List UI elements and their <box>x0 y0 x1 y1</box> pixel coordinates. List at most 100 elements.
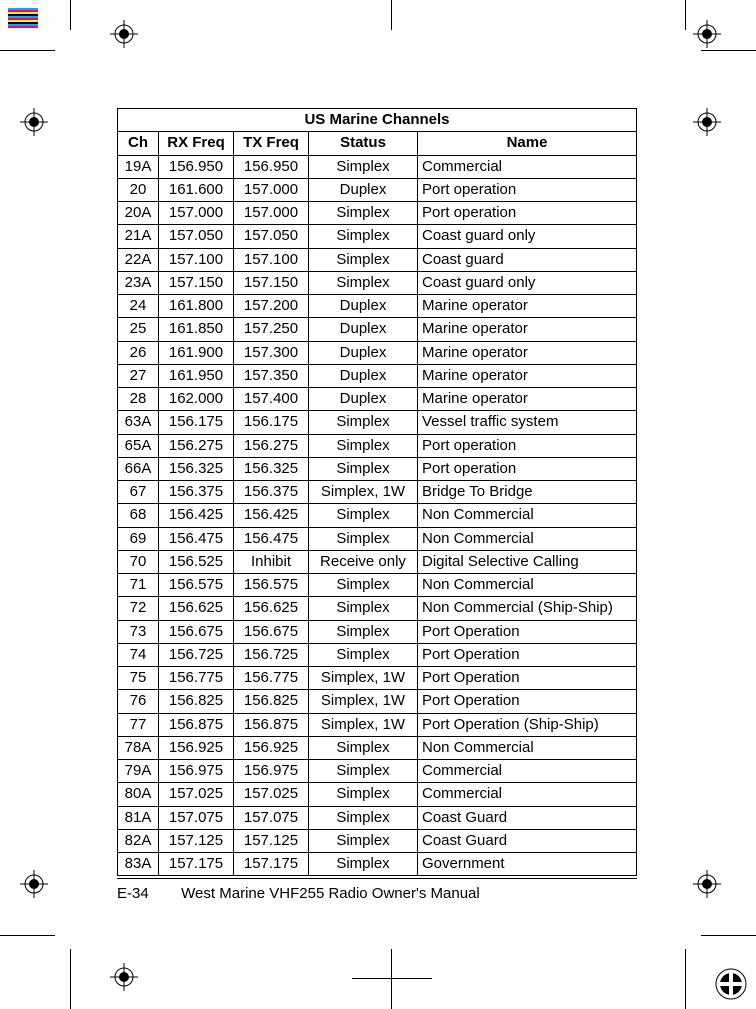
cell: 67 <box>118 481 159 504</box>
col-header-rx: RX Freq <box>159 132 234 155</box>
table-row: 68156.425156.425SimplexNon Commercial <box>118 504 637 527</box>
cell: 161.950 <box>159 364 234 387</box>
table-row: 65A156.275156.275SimplexPort operation <box>118 434 637 457</box>
cell: Marine operator <box>418 364 637 387</box>
cell: 77 <box>118 713 159 736</box>
cell: 156.775 <box>234 667 309 690</box>
table-row: 70156.525InhibitReceive onlyDigital Sele… <box>118 550 637 573</box>
table-row: 71156.575156.575SimplexNon Commercial <box>118 574 637 597</box>
crop-mark <box>352 978 432 979</box>
table-row: 72156.625156.625SimplexNon Commercial (S… <box>118 597 637 620</box>
table-row: 82A157.125157.125SimplexCoast Guard <box>118 829 637 852</box>
cell: 26 <box>118 341 159 364</box>
cell: Simplex, 1W <box>309 690 418 713</box>
cell: 19A <box>118 155 159 178</box>
col-header-tx: TX Freq <box>234 132 309 155</box>
cell: Vessel traffic system <box>418 411 637 434</box>
screw-icon <box>714 967 748 1001</box>
crop-mark <box>701 50 756 51</box>
registration-mark-icon <box>693 20 721 48</box>
crop-mark <box>701 935 756 936</box>
cell: Simplex <box>309 597 418 620</box>
cell: 20A <box>118 202 159 225</box>
cell: 83A <box>118 853 159 876</box>
crop-mark <box>391 0 392 30</box>
cell: Duplex <box>309 295 418 318</box>
cell: 156.875 <box>234 713 309 736</box>
cell: Coast guard only <box>418 271 637 294</box>
cell: 78A <box>118 736 159 759</box>
cell: 157.250 <box>234 318 309 341</box>
cell: Simplex <box>309 457 418 480</box>
cell: Duplex <box>309 341 418 364</box>
crop-mark <box>0 50 55 51</box>
cell: Digital Selective Calling <box>418 550 637 573</box>
cell: 157.350 <box>234 364 309 387</box>
table-row: 83A157.175157.175SimplexGovernment <box>118 853 637 876</box>
table-row: 77156.875156.875Simplex, 1WPort Operatio… <box>118 713 637 736</box>
cell: Simplex <box>309 271 418 294</box>
cell: 21A <box>118 225 159 248</box>
cell: Simplex <box>309 829 418 852</box>
cell: 156.950 <box>234 155 309 178</box>
registration-mark-icon <box>20 108 48 136</box>
cell: 157.025 <box>159 783 234 806</box>
cell: Port operation <box>418 178 637 201</box>
cell: 28 <box>118 388 159 411</box>
cell: 156.975 <box>159 760 234 783</box>
cell: Port operation <box>418 457 637 480</box>
table-row: 80A157.025157.025SimplexCommercial <box>118 783 637 806</box>
page-number: E-34 <box>117 885 177 902</box>
cell: 20 <box>118 178 159 201</box>
crop-mark <box>70 949 71 1009</box>
page-footer: E-34 West Marine VHF255 Radio Owner's Ma… <box>117 878 637 902</box>
cell: Port Operation <box>418 620 637 643</box>
cell: 76 <box>118 690 159 713</box>
cell: Coast guard <box>418 248 637 271</box>
table-row: 27161.950157.350DuplexMarine operator <box>118 364 637 387</box>
cell: Non Commercial <box>418 527 637 550</box>
cell: Port Operation <box>418 690 637 713</box>
registration-mark-icon <box>693 108 721 136</box>
document-title: West Marine VHF255 Radio Owner's Manual <box>181 885 480 902</box>
cell: Simplex <box>309 783 418 806</box>
registration-mark-icon <box>110 20 138 48</box>
cell: Simplex <box>309 434 418 457</box>
cell: Simplex <box>309 643 418 666</box>
cell: 157.000 <box>234 178 309 201</box>
cell: 157.100 <box>234 248 309 271</box>
cell: 156.950 <box>159 155 234 178</box>
cell: Simplex <box>309 225 418 248</box>
cell: 161.900 <box>159 341 234 364</box>
registration-mark-icon <box>110 963 138 991</box>
cell: 157.125 <box>159 829 234 852</box>
cell: Commercial <box>418 155 637 178</box>
cell: 157.150 <box>159 271 234 294</box>
cell: Port Operation <box>418 667 637 690</box>
cell: 156.625 <box>159 597 234 620</box>
cell: Simplex <box>309 806 418 829</box>
cell: Port operation <box>418 434 637 457</box>
cell: 157.400 <box>234 388 309 411</box>
table-row: 74156.725156.725SimplexPort Operation <box>118 643 637 666</box>
cell: 156.275 <box>159 434 234 457</box>
table-row: 73156.675156.675SimplexPort Operation <box>118 620 637 643</box>
cell: Non Commercial <box>418 574 637 597</box>
cell: 157.050 <box>159 225 234 248</box>
table-row: 22A157.100157.100SimplexCoast guard <box>118 248 637 271</box>
cell: Coast Guard <box>418 806 637 829</box>
cell: Marine operator <box>418 318 637 341</box>
cell: 81A <box>118 806 159 829</box>
cell: 156.725 <box>159 643 234 666</box>
cell: Simplex <box>309 527 418 550</box>
cell: Commercial <box>418 783 637 806</box>
crop-mark <box>685 0 686 30</box>
table-row: 79A156.975156.975SimplexCommercial <box>118 760 637 783</box>
cell: 156.575 <box>159 574 234 597</box>
cell: 156.175 <box>159 411 234 434</box>
table-row: 69156.475156.475SimplexNon Commercial <box>118 527 637 550</box>
cell: 71 <box>118 574 159 597</box>
cell: 79A <box>118 760 159 783</box>
cell: Marine operator <box>418 341 637 364</box>
cell: 156.175 <box>234 411 309 434</box>
